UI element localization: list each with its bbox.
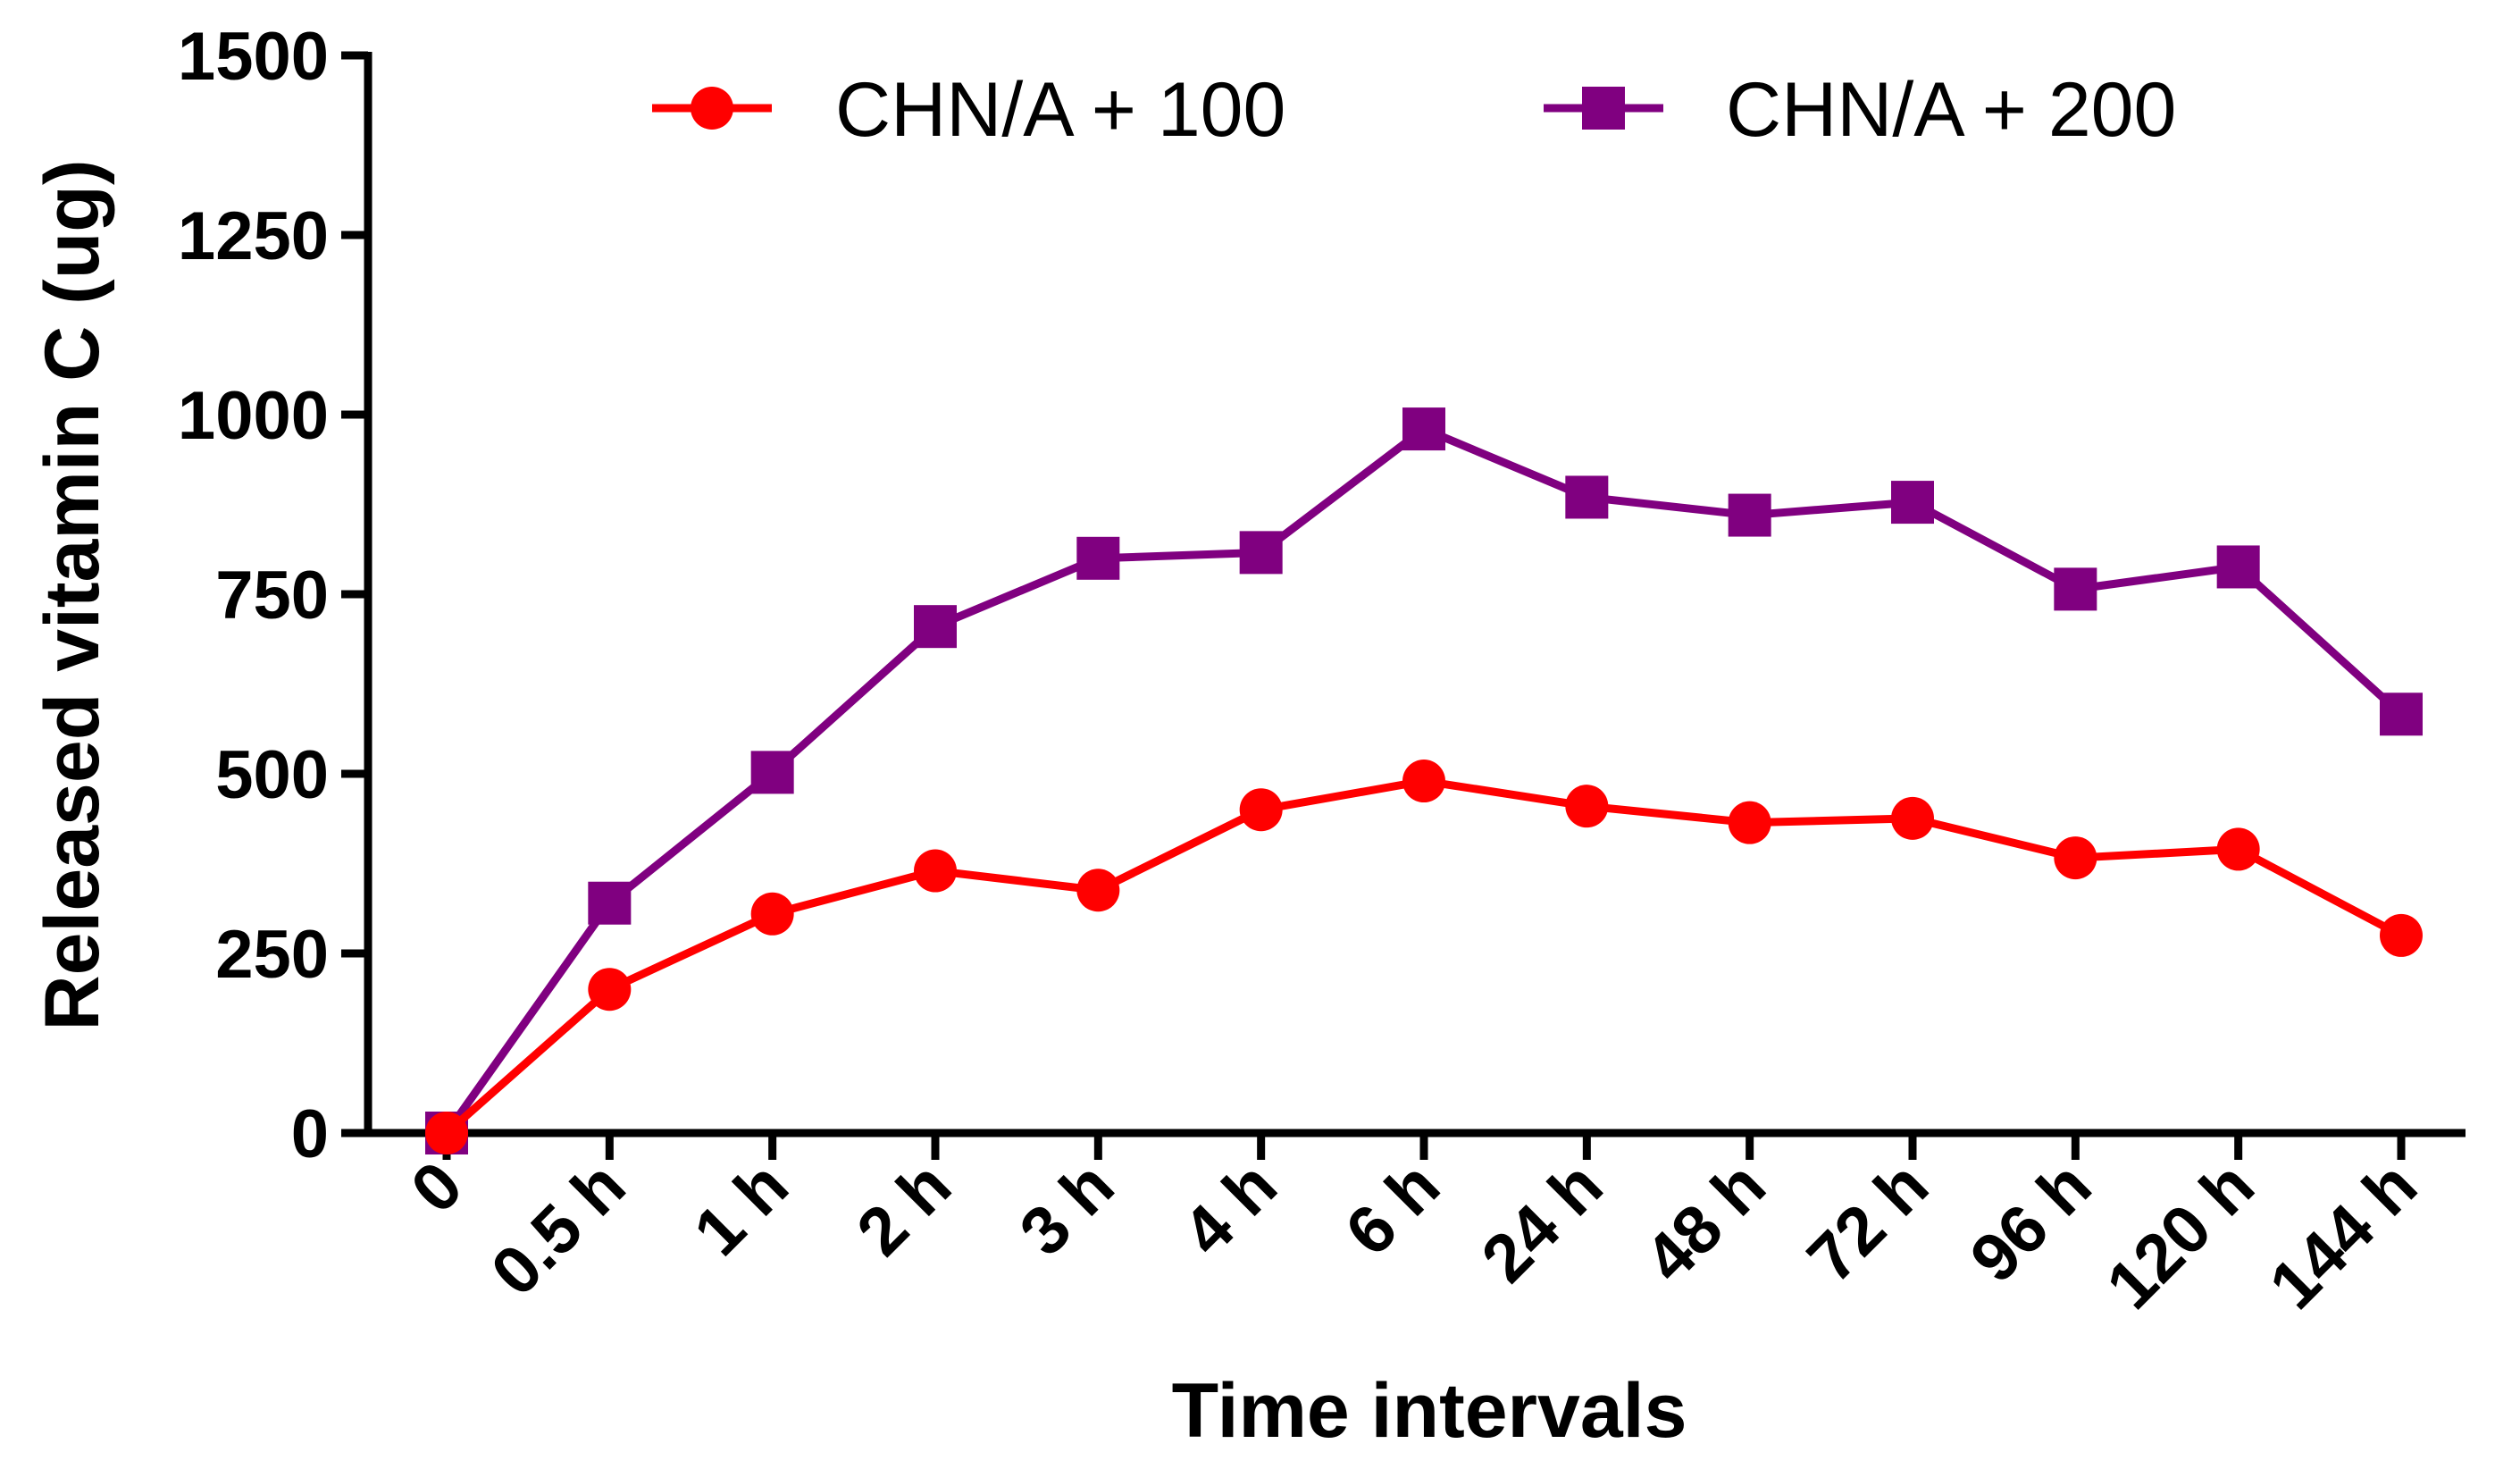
x-tick-label: 1 h (680, 1147, 803, 1271)
data-point (914, 849, 957, 893)
data-point (750, 751, 794, 794)
series-line (444, 776, 2404, 1137)
x-tick-label: 72 h (1793, 1147, 1943, 1297)
y-tick-label: 0 (291, 1096, 329, 1172)
data-point (1891, 481, 1934, 525)
x-tick-label: 4 h (1168, 1147, 1292, 1271)
x-tick-label: 144 h (2255, 1147, 2432, 1324)
legend-marker (1582, 87, 1625, 130)
x-tick-label: 120 h (2092, 1147, 2269, 1324)
data-point (1728, 801, 1771, 844)
y-tick-label: 500 (215, 737, 329, 813)
data-point (1402, 407, 1445, 451)
data-point (750, 892, 794, 936)
x-tick-label: 3 h (1006, 1147, 1129, 1271)
legend-label: CHN/A + 100 (835, 67, 1285, 153)
x-tick-label: 0.5 h (477, 1147, 640, 1311)
legend-item: CHN/A + 200 (1544, 67, 2176, 153)
data-point (588, 881, 632, 925)
data-point (1565, 785, 1609, 828)
data-point (425, 1112, 468, 1154)
data-point (1076, 869, 1120, 912)
legend-item: CHN/A + 100 (652, 67, 1285, 153)
data-point (2054, 567, 2097, 611)
x-tick-label: 96 h (1956, 1147, 2106, 1297)
data-point (2054, 836, 2097, 880)
x-tick-label: 2 h (842, 1147, 966, 1271)
data-point (2216, 545, 2260, 589)
legend: CHN/A + 100 CHN/A + 200 (652, 67, 2176, 153)
x-tick-label: 24 h (1468, 1147, 1618, 1297)
y-tick-label: 1250 (178, 198, 329, 274)
x-axis-title: Time intervals (1172, 1368, 1687, 1454)
data-point (1239, 788, 1283, 832)
series-group (425, 407, 2423, 1154)
data-point (1891, 796, 1934, 840)
x-tick-label: 0 (397, 1147, 477, 1228)
y-tick-label: 1500 (178, 19, 329, 95)
data-point (2380, 913, 2423, 957)
data-point (1076, 536, 1120, 580)
data-point (1565, 475, 1609, 519)
y-tick-label: 750 (215, 558, 329, 634)
y-tick-label: 250 (215, 917, 329, 993)
legend-marker (691, 87, 733, 130)
data-point (2380, 693, 2423, 736)
legend-label: CHN/A + 200 (1726, 67, 2176, 153)
x-tick-label: 48 h (1630, 1147, 1780, 1297)
y-axis-title: Released vitamin C (ug) (29, 160, 115, 1031)
data-point (1728, 493, 1771, 537)
y-tick-label: 1000 (178, 378, 329, 454)
data-point (1239, 531, 1283, 575)
data-point (588, 968, 632, 1012)
data-point (2216, 827, 2260, 871)
x-tick-label: 6 h (1331, 1147, 1454, 1271)
data-point (914, 605, 957, 649)
data-point (1402, 760, 1445, 803)
series-1 (425, 760, 2423, 1154)
